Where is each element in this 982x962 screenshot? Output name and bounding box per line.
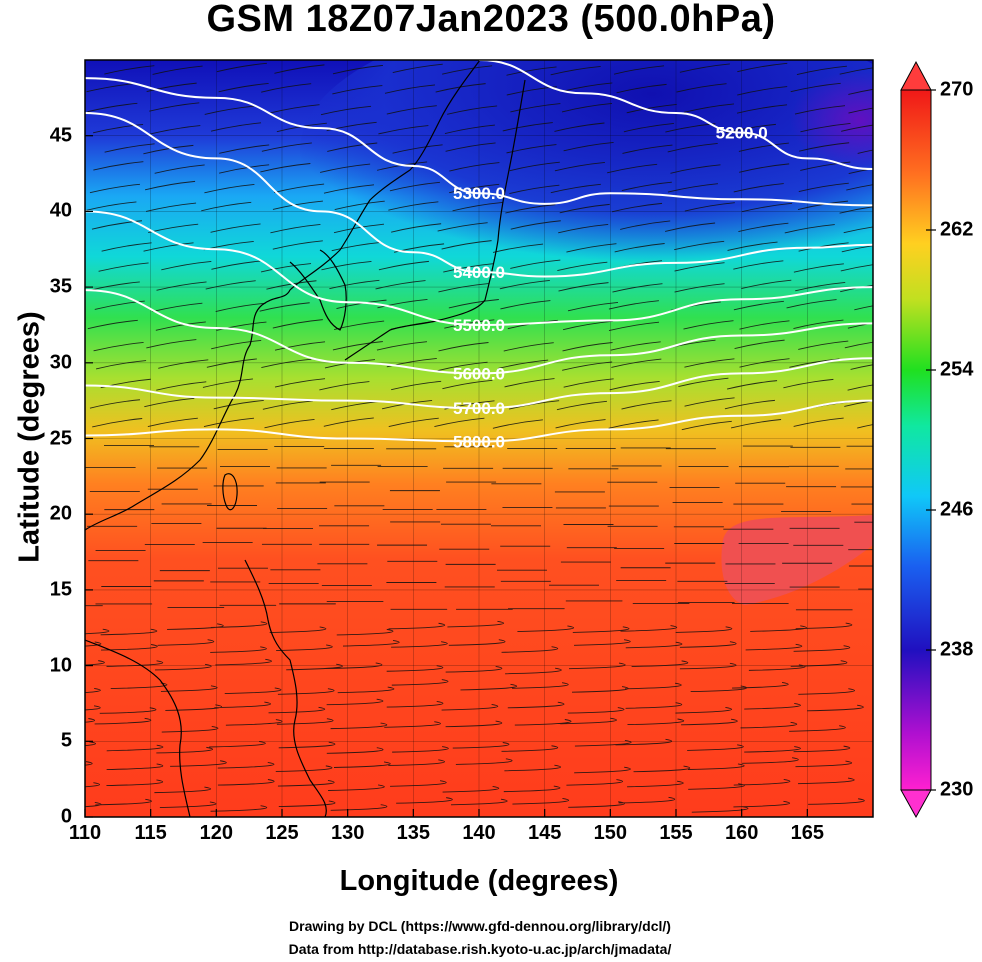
wind-streamline	[85, 658, 848, 675]
coastline-japan	[344, 79, 526, 361]
wind-streamline	[101, 240, 873, 253]
x-tick-label: 140	[462, 822, 496, 844]
coastline-philippines	[244, 559, 327, 817]
wind-streamline	[104, 141, 873, 155]
colorbar-tick-label: 246	[940, 498, 974, 521]
y-tick-label: 10	[49, 654, 72, 677]
geopotential-contour	[85, 111, 873, 278]
x-tick-label: 160	[724, 822, 759, 844]
colorbar-min-arrow	[900, 789, 932, 819]
wind-streamline	[85, 757, 852, 774]
geopotential-contour	[478, 60, 873, 171]
x-tick-label: 110	[68, 822, 102, 844]
colorbar-max-arrow	[900, 60, 932, 91]
warm-anomaly-region	[721, 515, 873, 605]
y-tick-label: 5	[60, 729, 72, 752]
wind-streamline	[93, 339, 873, 352]
wind-streamline	[85, 639, 851, 653]
y-tick-label: 40	[49, 199, 72, 222]
y-tick-label: 45	[49, 124, 72, 147]
x-tick-label: 165	[790, 822, 825, 844]
wind-streamline	[85, 717, 846, 733]
wind-streamline	[85, 738, 851, 754]
contour-label: 5400.0	[453, 263, 505, 282]
temperature-field: 5200.0 5300.0 5400.0 5500.0 5600.0 5700.0 5800…	[85, 60, 873, 817]
wind-streamline	[92, 417, 873, 431]
x-tick-label: 145	[527, 822, 562, 844]
colorbar-tick-label: 262	[940, 218, 974, 241]
y-tick-label: 0	[60, 805, 72, 828]
colorbar-tick-label: 270	[940, 78, 974, 101]
geopotential-contour	[85, 210, 873, 326]
x-tick-label: 150	[593, 822, 628, 844]
x-tick-label: 130	[330, 822, 365, 844]
colorbar-tick-label: 238	[940, 638, 974, 661]
wind-streamline	[85, 464, 873, 470]
y-tick-label: 30	[49, 351, 72, 374]
contour-label: 5700.0	[453, 399, 505, 418]
wind-streamline	[95, 541, 873, 551]
contour-label: 5300.0	[453, 184, 505, 203]
geopotential-contour	[85, 399, 873, 443]
wind-streamline	[93, 161, 873, 175]
contour-label: 5600.0	[453, 364, 505, 383]
colorbar-gradient	[900, 89, 932, 791]
contour-label: 5800.0	[453, 433, 505, 452]
x-tick-label: 135	[396, 822, 431, 844]
wind-streamline	[104, 62, 873, 76]
map-title: GSM 18Z07Jan2023 (500.0hPa)	[206, 0, 776, 40]
wind-streamline	[85, 679, 855, 695]
colorbar-tick-label: 254	[940, 358, 974, 381]
y-axis-label: Latitude (degrees)	[13, 311, 46, 563]
geopotential-contour	[85, 289, 873, 375]
wind-streamline	[87, 521, 873, 530]
coastline-indochina	[85, 639, 191, 817]
x-tick-label: 115	[134, 822, 167, 844]
coastline-korea	[289, 249, 347, 331]
wind-streamline	[85, 796, 865, 813]
colorbar-tick-label: 230	[940, 778, 974, 801]
wind-streamline	[89, 481, 873, 493]
wind-streamline	[100, 377, 873, 391]
credit-drawing: Drawing by DCL (https://www.gfd-dennou.o…	[289, 918, 671, 934]
x-tick-label: 155	[659, 822, 693, 844]
y-tick-label: 35	[49, 275, 72, 298]
x-axis-label: Longitude (degrees)	[339, 865, 619, 897]
colorbar	[900, 60, 936, 819]
wind-streamline	[98, 259, 873, 273]
wind-streamline	[104, 502, 873, 512]
coastline-taiwan	[222, 473, 238, 511]
wind-streamline	[85, 777, 855, 794]
credit-data: Data from http://database.rish.kyoto-u.a…	[288, 941, 672, 957]
y-tick-label: 15	[49, 578, 72, 601]
wind-streamline	[87, 102, 873, 116]
wind-streamline	[101, 579, 873, 590]
y-tick-label: 20	[49, 502, 72, 525]
wind-streamline	[91, 220, 873, 234]
wind-streamline	[88, 560, 873, 572]
contour-label: 5500.0	[453, 316, 505, 335]
wind-streamline	[85, 620, 853, 636]
x-tick-label: 125	[265, 822, 299, 844]
wind-streamline	[85, 600, 853, 611]
y-tick-label: 25	[49, 427, 72, 449]
geopotential-contour	[85, 357, 873, 410]
geopotential-contour	[85, 77, 873, 207]
wind-streamline	[89, 180, 873, 194]
wind-streamline	[85, 698, 864, 714]
contour-label: 5200.0	[716, 124, 768, 143]
x-tick-label: 120	[199, 822, 234, 844]
wind-streamline	[104, 445, 873, 450]
